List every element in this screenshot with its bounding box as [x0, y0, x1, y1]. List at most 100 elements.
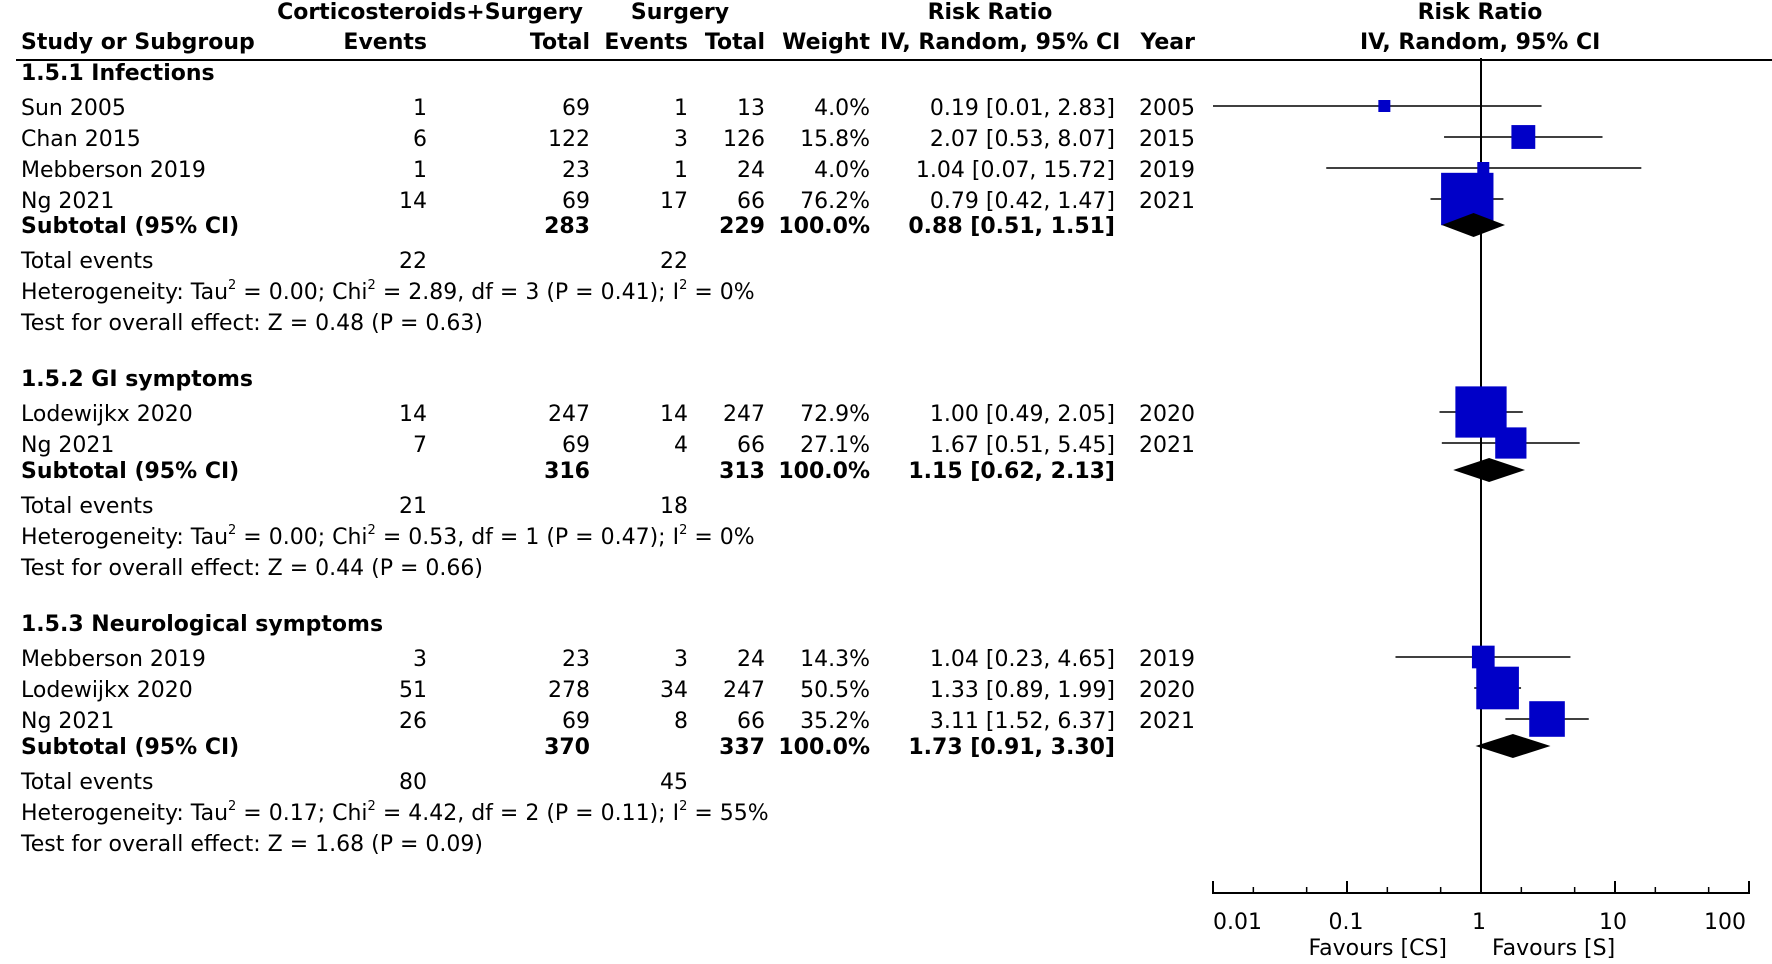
header-group2: Surgery [630, 0, 730, 25]
weight: 27.1% [800, 433, 870, 458]
subtotal-total2: 337 [719, 735, 765, 760]
subgroup-title: 1.5.1 Infections [21, 61, 215, 86]
risk-ratio-ci: 1.33 [0.89, 1.99] [929, 678, 1115, 703]
header-plot-rr-top: Risk Ratio [1417, 0, 1543, 25]
axis-tick-label: 100 [1704, 910, 1746, 935]
events2: 8 [674, 709, 688, 734]
study-name: Lodewijkx 2020 [21, 402, 193, 427]
axis-tick-label: 10 [1599, 910, 1627, 935]
risk-ratio-ci: 1.04 [0.23, 4.65] [929, 647, 1115, 672]
subtotal-total1: 316 [544, 459, 590, 484]
subtotal-ci: 1.73 [0.91, 3.30] [908, 735, 1115, 760]
risk-ratio-ci: 0.79 [0.42, 1.47] [929, 189, 1115, 214]
events2: 3 [674, 127, 688, 152]
subtotal-label: Subtotal (95% CI) [21, 214, 240, 239]
events2: 17 [660, 189, 688, 214]
year: 2015 [1139, 127, 1195, 152]
study-name: Ng 2021 [21, 709, 115, 734]
events2: 34 [660, 678, 688, 703]
heterogeneity-text: Heterogeneity: Tau2 = 0.00; Chi2 = 2.89,… [21, 277, 755, 305]
total-events1: 22 [399, 249, 427, 274]
events1: 14 [399, 189, 427, 214]
risk-ratio-ci: 1.67 [0.51, 5.45] [929, 433, 1115, 458]
study-point-marker [1378, 100, 1391, 112]
events2: 1 [674, 158, 688, 183]
axis-tick-label: 1 [1472, 910, 1486, 935]
study-name: Ng 2021 [21, 189, 115, 214]
overall-effect-text: Test for overall effect: Z = 0.44 (P = 0… [21, 556, 483, 581]
weight: 72.9% [800, 402, 870, 427]
events1: 1 [413, 158, 427, 183]
study-name: Mebberson 2019 [21, 158, 206, 183]
total1: 69 [562, 709, 590, 734]
subtotal-total2: 229 [719, 214, 765, 239]
study-point-marker [1529, 701, 1565, 737]
header-plot-rr-sub: IV, Random, 95% CI [1360, 30, 1601, 55]
subtotal-label: Subtotal (95% CI) [21, 459, 240, 484]
header-rule [16, 59, 1772, 61]
overall-effect-text: Test for overall effect: Z = 1.68 (P = 0… [21, 832, 483, 857]
risk-ratio-ci: 1.00 [0.49, 2.05] [929, 402, 1115, 427]
heterogeneity-text: Heterogeneity: Tau2 = 0.17; Chi2 = 4.42,… [21, 798, 769, 826]
subtotal-ci: 1.15 [0.62, 2.13] [908, 459, 1115, 484]
events1: 3 [413, 647, 427, 672]
study-point-marker [1495, 427, 1527, 459]
axis-tick-label: 0.1 [1328, 910, 1364, 935]
subgroup-title: 1.5.3 Neurological symptoms [21, 612, 384, 637]
subtotal-total1: 283 [544, 214, 590, 239]
header-total2: Total [704, 30, 765, 55]
weight: 4.0% [814, 158, 870, 183]
total-events2: 18 [660, 494, 688, 519]
total-events-label: Total events [21, 494, 154, 519]
total2: 66 [737, 189, 765, 214]
year: 2021 [1139, 709, 1195, 734]
axis-tick-label: 0.01 [1213, 910, 1262, 935]
subtotal-weight: 100.0% [778, 459, 870, 484]
study-name: Lodewijkx 2020 [21, 678, 193, 703]
total1: 23 [562, 647, 590, 672]
year: 2020 [1139, 402, 1195, 427]
study-point-marker [1476, 666, 1519, 710]
subtotal-total1: 370 [544, 735, 590, 760]
header-rr-sub: IV, Random, 95% CI [880, 30, 1121, 55]
subtotal-weight: 100.0% [778, 735, 870, 760]
pooled-diamond [1453, 458, 1526, 482]
subtotal-weight: 100.0% [778, 214, 870, 239]
weight: 14.3% [800, 647, 870, 672]
total2: 13 [737, 96, 765, 121]
weight: 35.2% [800, 709, 870, 734]
total2: 66 [737, 709, 765, 734]
year: 2019 [1139, 647, 1195, 672]
risk-ratio-ci: 3.11 [1.52, 6.37] [929, 709, 1115, 734]
total2: 24 [737, 647, 765, 672]
events1: 26 [399, 709, 427, 734]
total1: 247 [548, 402, 590, 427]
events2: 4 [674, 433, 688, 458]
events1: 14 [399, 402, 427, 427]
study-name: Sun 2005 [21, 96, 126, 121]
events1: 51 [399, 678, 427, 703]
overall-effect-text: Test for overall effect: Z = 0.48 (P = 0… [21, 311, 483, 336]
study-point-marker [1477, 162, 1490, 174]
year: 2020 [1139, 678, 1195, 703]
events1: 6 [413, 127, 427, 152]
total-events2: 45 [660, 770, 688, 795]
weight: 15.8% [800, 127, 870, 152]
events2: 14 [660, 402, 688, 427]
subtotal-ci: 0.88 [0.51, 1.51] [908, 214, 1115, 239]
year: 2005 [1139, 96, 1195, 121]
total-events1: 21 [399, 494, 427, 519]
header-total1: Total [529, 30, 590, 55]
total2: 66 [737, 433, 765, 458]
pooled-diamond [1475, 734, 1551, 758]
total-events-label: Total events [21, 249, 154, 274]
favours-right-label: Favours [S] [1492, 936, 1616, 961]
total2: 247 [723, 402, 765, 427]
study-point-marker [1511, 125, 1536, 149]
total1: 69 [562, 96, 590, 121]
weight: 50.5% [800, 678, 870, 703]
header-rr-top: Risk Ratio [927, 0, 1053, 25]
risk-ratio-ci: 2.07 [0.53, 8.07] [929, 127, 1115, 152]
header-events1: Events [343, 30, 427, 55]
